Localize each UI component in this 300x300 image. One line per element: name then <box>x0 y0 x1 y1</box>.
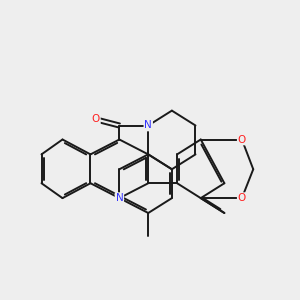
Text: N: N <box>116 193 123 203</box>
Text: N: N <box>144 121 152 130</box>
Text: O: O <box>238 134 246 145</box>
Text: O: O <box>238 193 246 203</box>
Text: O: O <box>92 114 100 124</box>
